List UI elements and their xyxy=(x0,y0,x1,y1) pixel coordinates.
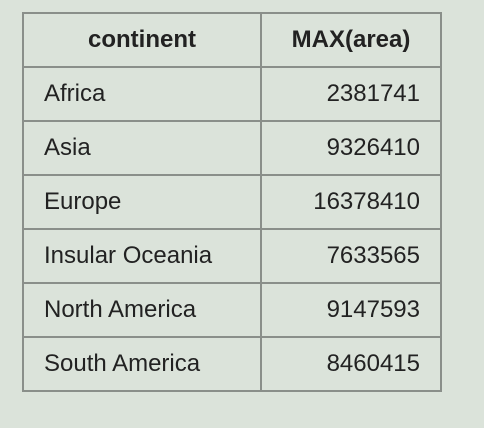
continent-cell: South America xyxy=(22,336,262,392)
max-area-cell: 7633565 xyxy=(260,228,442,284)
table-body: Africa 2381741 Asia 9326410 Europe 16378… xyxy=(22,66,442,392)
table-row: Africa 2381741 xyxy=(22,66,442,122)
max-area-cell: 2381741 xyxy=(260,66,442,122)
header-row: continent MAX(area) xyxy=(22,12,442,68)
table-row: Insular Oceania 7633565 xyxy=(22,228,442,284)
table-row: South America 8460415 xyxy=(22,336,442,392)
table-row: Asia 9326410 xyxy=(22,120,442,176)
continent-cell: North America xyxy=(22,282,262,338)
table-row: Europe 16378410 xyxy=(22,174,442,230)
max-area-cell: 9147593 xyxy=(260,282,442,338)
continent-cell: Asia xyxy=(22,120,262,176)
continent-cell: Africa xyxy=(22,66,262,122)
query-result-table: continent MAX(area) Africa 2381741 Asia … xyxy=(22,12,442,392)
column-header-max-area: MAX(area) xyxy=(260,12,442,68)
max-area-cell: 8460415 xyxy=(260,336,442,392)
max-area-cell: 9326410 xyxy=(260,120,442,176)
table-header: continent MAX(area) xyxy=(22,12,442,68)
continent-cell: Insular Oceania xyxy=(22,228,262,284)
table-row: North America 9147593 xyxy=(22,282,442,338)
column-header-continent: continent xyxy=(22,12,262,68)
continent-cell: Europe xyxy=(22,174,262,230)
max-area-cell: 16378410 xyxy=(260,174,442,230)
